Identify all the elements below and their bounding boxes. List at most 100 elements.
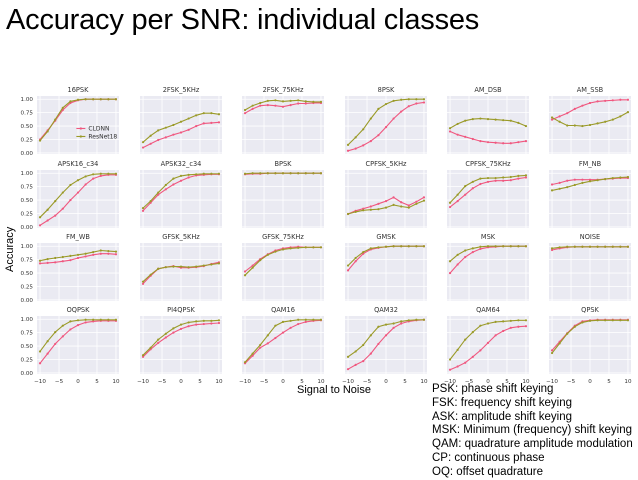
data-point (494, 179, 497, 182)
data-point (407, 245, 410, 248)
data-point (486, 341, 490, 344)
data-point (195, 265, 198, 268)
data-point (99, 174, 102, 178)
data-point (422, 101, 426, 104)
data-point (377, 246, 380, 249)
data-point (164, 336, 167, 339)
panel-title: BPSK (274, 160, 292, 168)
data-point (354, 210, 357, 213)
data-point (479, 140, 482, 143)
data-point (369, 352, 372, 355)
data-point (422, 199, 426, 202)
data-point (611, 118, 614, 121)
data-point (400, 245, 403, 248)
data-point (448, 130, 452, 133)
data-point (172, 183, 175, 186)
data-point (312, 318, 315, 321)
data-point (274, 324, 277, 327)
data-point (550, 248, 554, 252)
data-point (172, 265, 175, 268)
data-point (92, 98, 95, 101)
data-point (157, 193, 160, 196)
panel-title: QAM64 (476, 306, 500, 314)
panel-title: GFSK_5KHz (162, 233, 200, 241)
panel-title: 8PSK (378, 86, 395, 94)
data-point (619, 98, 622, 101)
data-point (464, 361, 467, 364)
data-point (157, 338, 160, 341)
abbreviation-glossary: PSK: phase shift keying FSK: frequency s… (432, 383, 633, 480)
panel-title: 16PSK (68, 86, 90, 94)
data-point (172, 327, 175, 330)
data-point (243, 274, 247, 277)
data-point (46, 219, 49, 222)
data-point (588, 123, 592, 127)
data-point (486, 141, 490, 144)
data-point (362, 128, 365, 131)
data-point (149, 134, 152, 137)
data-point (187, 321, 190, 324)
data-point (392, 245, 395, 248)
data-point (464, 255, 467, 259)
data-point (92, 173, 95, 176)
panel-title: FM_NB (579, 160, 602, 168)
data-point (92, 320, 95, 323)
data-point (141, 146, 145, 149)
data-point (243, 361, 247, 364)
data-point (448, 271, 452, 275)
data-point (422, 245, 426, 248)
data-point (141, 355, 145, 358)
x-tick-label: 0 (486, 379, 490, 385)
data-point (46, 130, 49, 133)
data-point (415, 102, 418, 105)
data-point (626, 111, 630, 114)
data-point (217, 321, 221, 325)
data-point (243, 108, 247, 112)
data-point (46, 258, 49, 261)
data-point (392, 99, 395, 102)
data-point (266, 104, 269, 107)
data-point (297, 172, 300, 175)
data-point (407, 98, 410, 101)
panel-title: QPSK (581, 306, 599, 314)
data-point (289, 326, 292, 329)
y-tick-label: 0.50 (21, 198, 34, 204)
data-point (54, 118, 57, 121)
x-tick-label: 0 (384, 379, 388, 385)
y-tick-label: 0.50 (21, 124, 34, 130)
data-point (114, 318, 118, 321)
data-point (114, 98, 118, 101)
data-point (54, 261, 57, 264)
data-point (251, 354, 254, 357)
data-point (550, 116, 554, 119)
data-point (494, 176, 497, 180)
data-point (319, 172, 323, 175)
data-point (157, 129, 160, 132)
y-tick-label: 1.00 (21, 317, 34, 323)
data-point (626, 175, 630, 179)
data-point (448, 260, 452, 263)
data-point (566, 124, 569, 127)
x-tick-label: 0 (76, 379, 80, 385)
data-point (471, 117, 474, 121)
data-point (141, 280, 145, 283)
data-point (619, 176, 622, 179)
x-tick-label: 5 (607, 379, 611, 385)
data-point (471, 187, 474, 190)
data-point (210, 172, 213, 175)
data-point (415, 318, 418, 321)
x-tick-label: 0 (179, 379, 183, 385)
data-point (84, 321, 87, 324)
data-point (550, 189, 554, 192)
data-point (319, 100, 323, 104)
data-point (509, 326, 512, 329)
panel-title: AM_DSB (474, 86, 502, 94)
data-point (494, 334, 497, 337)
data-point (54, 331, 57, 334)
data-point (297, 102, 300, 105)
data-point (517, 177, 520, 180)
x-tick-label: −5 (363, 379, 372, 385)
data-point (69, 259, 72, 262)
data-point (202, 172, 205, 175)
data-point (304, 102, 307, 105)
